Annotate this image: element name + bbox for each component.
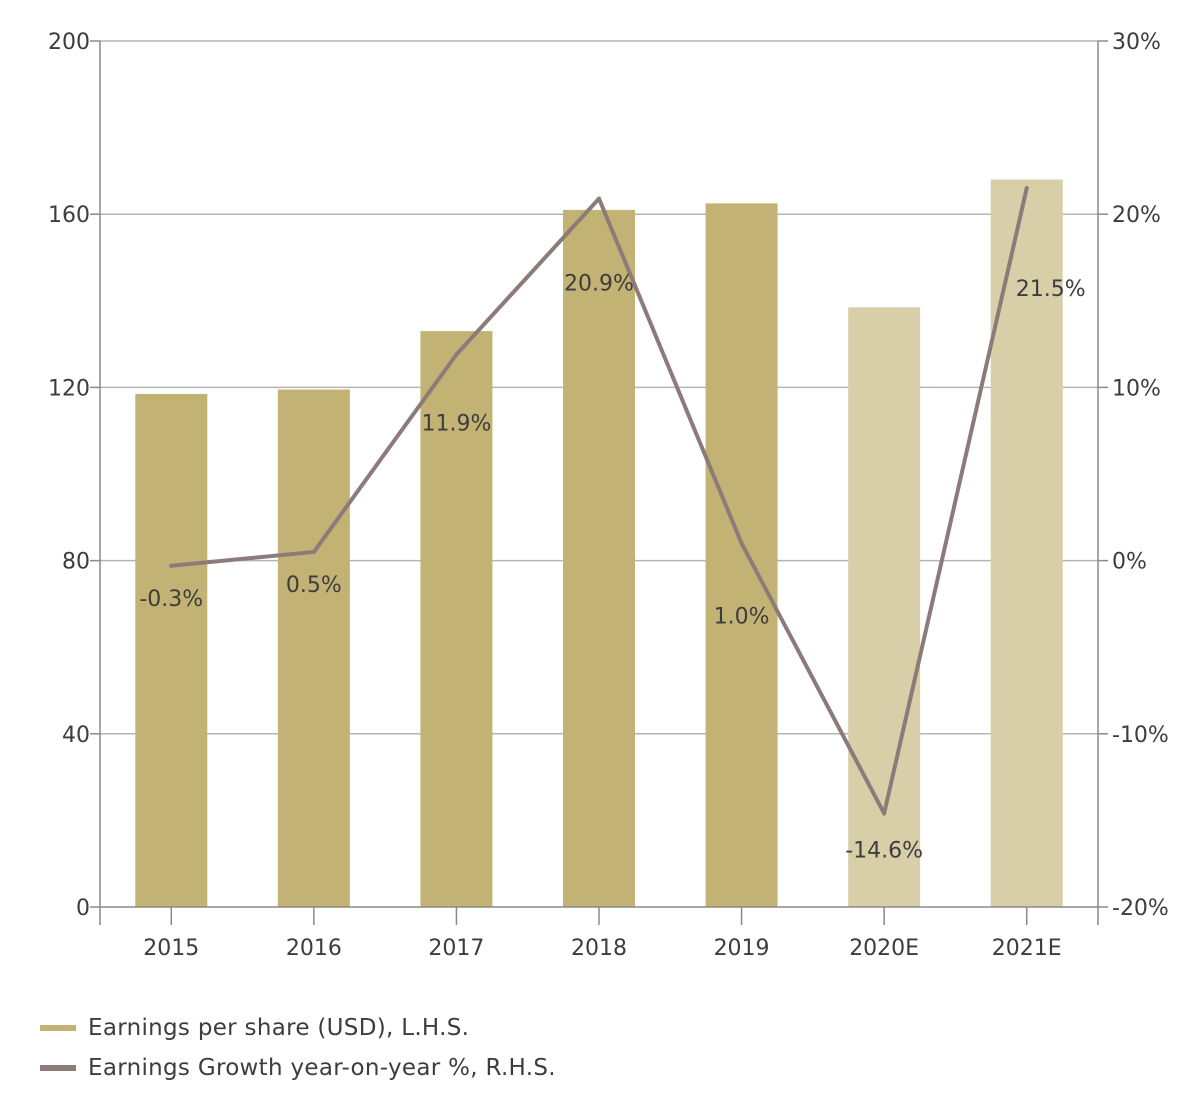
x-tick-label: 2019 [714,936,770,961]
growth-data-label: 1.0% [714,604,770,629]
left-tick-label: 200 [48,30,90,55]
bar-2015 [135,393,208,907]
growth-data-label: 11.9% [421,411,491,436]
left-tick-label: 0 [76,896,90,921]
x-tick-label: 2016 [286,936,342,961]
x-tick-label: 2021E [992,936,1062,961]
right-tick-label: 20% [1112,203,1161,228]
bar-2016 [277,389,350,907]
growth-point [311,549,316,554]
chart-svg: 0 40 80 120 160 200 -20% -10% 0% 10% 20% 30% 2015 201… [48,30,1169,961]
left-tick-label: 120 [48,376,90,401]
right-tick-label: -20% [1112,896,1169,921]
growth-point [597,196,601,201]
right-tick-label: -10% [1112,723,1169,748]
right-tick-label: 30% [1112,30,1161,55]
x-tick-label: 2020E [849,936,919,961]
growth-point [1024,186,1029,191]
legend-label-eps: Earnings per share (USD), L.H.S. [88,1015,470,1041]
growth-point [739,541,744,546]
growth-data-label: 21.5% [1016,277,1086,302]
left-tick-label: 40 [62,723,90,748]
bar-2019 [705,203,778,907]
left-tick-label: 160 [48,203,90,228]
growth-point [169,563,174,568]
legend-item-growth: Earnings Growth year-on-year %, R.H.S. [40,1048,556,1088]
bar-2017 [420,331,493,907]
x-tick-label: 2018 [571,936,627,961]
x-tick-label: 2015 [143,936,199,961]
legend-item-eps: Earnings per share (USD), L.H.S. [40,1008,556,1048]
bar-2018 [563,209,635,907]
growth-data-label: -0.3% [139,587,203,612]
legend-label-growth: Earnings Growth year-on-year %, R.H.S. [88,1055,556,1081]
legend-swatch-growth [40,1065,76,1071]
growth-data-label: 20.9% [564,272,634,297]
legend: Earnings per share (USD), L.H.S. Earning… [40,1008,556,1088]
bar-2020e [848,307,921,907]
growth-point [882,811,887,816]
growth-data-label: 0.5% [286,573,342,598]
right-tick-label: 0% [1112,550,1147,575]
left-tick-label: 80 [62,550,90,575]
right-tick-label: 10% [1112,376,1161,401]
x-tick-label: 2017 [428,936,484,961]
legend-swatch-eps [40,1025,76,1031]
growth-point [454,352,459,357]
growth-data-label: -14.6% [845,838,923,863]
